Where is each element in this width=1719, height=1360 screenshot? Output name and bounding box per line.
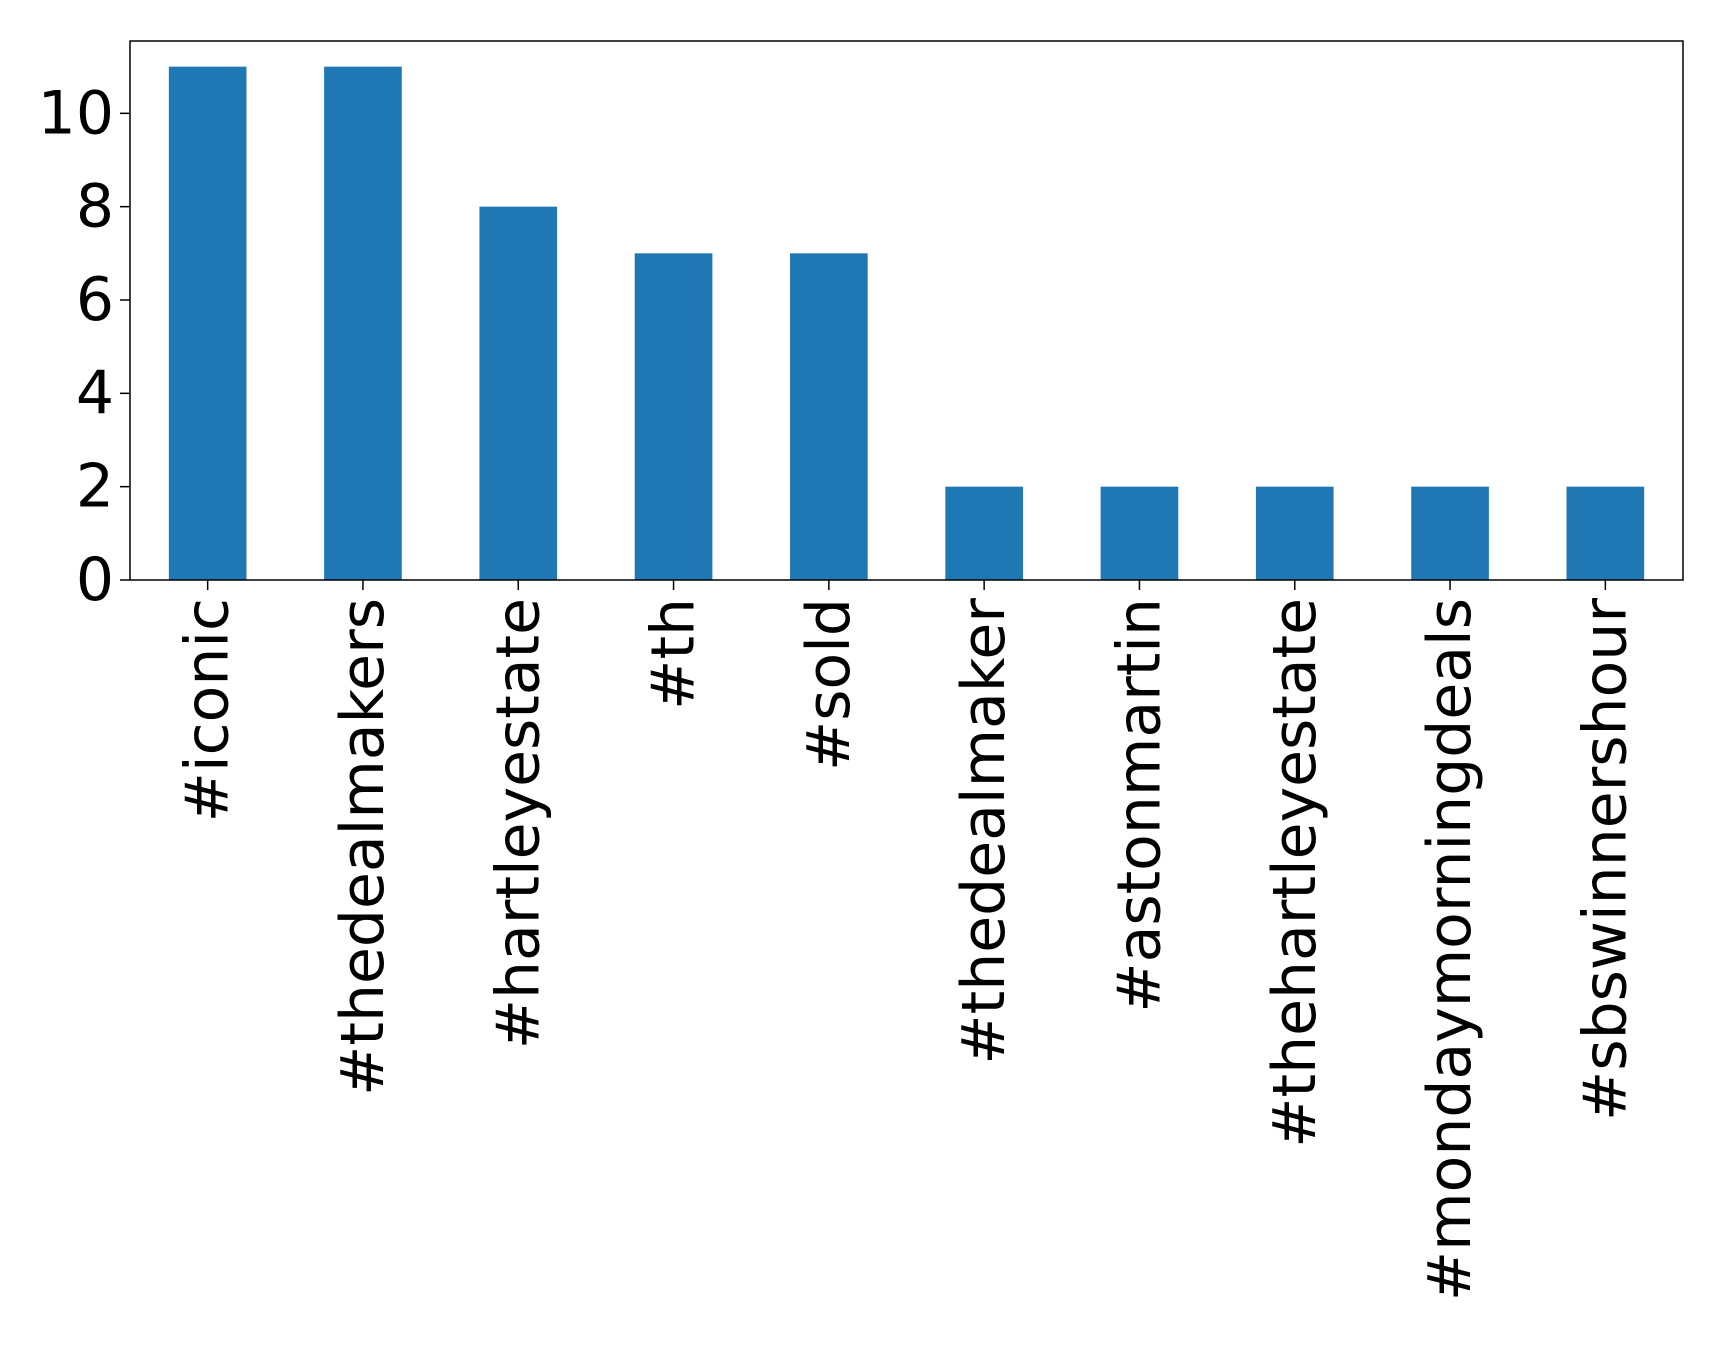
y-tick-label: 10 bbox=[38, 78, 114, 148]
x-tick-label: #sbswinnershour bbox=[1570, 598, 1640, 1121]
bar-2 bbox=[479, 206, 558, 580]
x-tick-label: #hartleyestate bbox=[483, 598, 553, 1049]
y-tick-label: 0 bbox=[76, 545, 114, 615]
y-tick-label: 2 bbox=[76, 452, 114, 522]
plot-frame bbox=[129, 40, 1684, 581]
bar-3 bbox=[634, 253, 713, 581]
x-tick-label: #astonmartin bbox=[1104, 598, 1174, 1013]
bar-4 bbox=[790, 253, 868, 581]
x-tick-label: #thedealmaker bbox=[949, 598, 1019, 1065]
x-tick-label: #sold bbox=[794, 598, 864, 771]
bar-8 bbox=[1411, 486, 1489, 580]
y-tick-label: 8 bbox=[76, 172, 114, 242]
bar-7 bbox=[1255, 486, 1334, 580]
x-tick-label: #thedealmakers bbox=[328, 598, 398, 1096]
bar-5 bbox=[945, 486, 1023, 580]
bar-9 bbox=[1566, 486, 1645, 580]
x-tick-label: #thehartleyestate bbox=[1260, 598, 1330, 1148]
x-tick-label: #iconic bbox=[173, 598, 243, 822]
bar-1 bbox=[324, 66, 402, 580]
y-tick-label: 4 bbox=[76, 358, 114, 428]
x-tick-label: #mondaymorningdeals bbox=[1415, 598, 1485, 1301]
y-tick-label: 6 bbox=[76, 265, 114, 335]
bar-0 bbox=[168, 66, 247, 580]
bar-6 bbox=[1100, 486, 1179, 580]
x-tick-label: #th bbox=[639, 598, 709, 710]
